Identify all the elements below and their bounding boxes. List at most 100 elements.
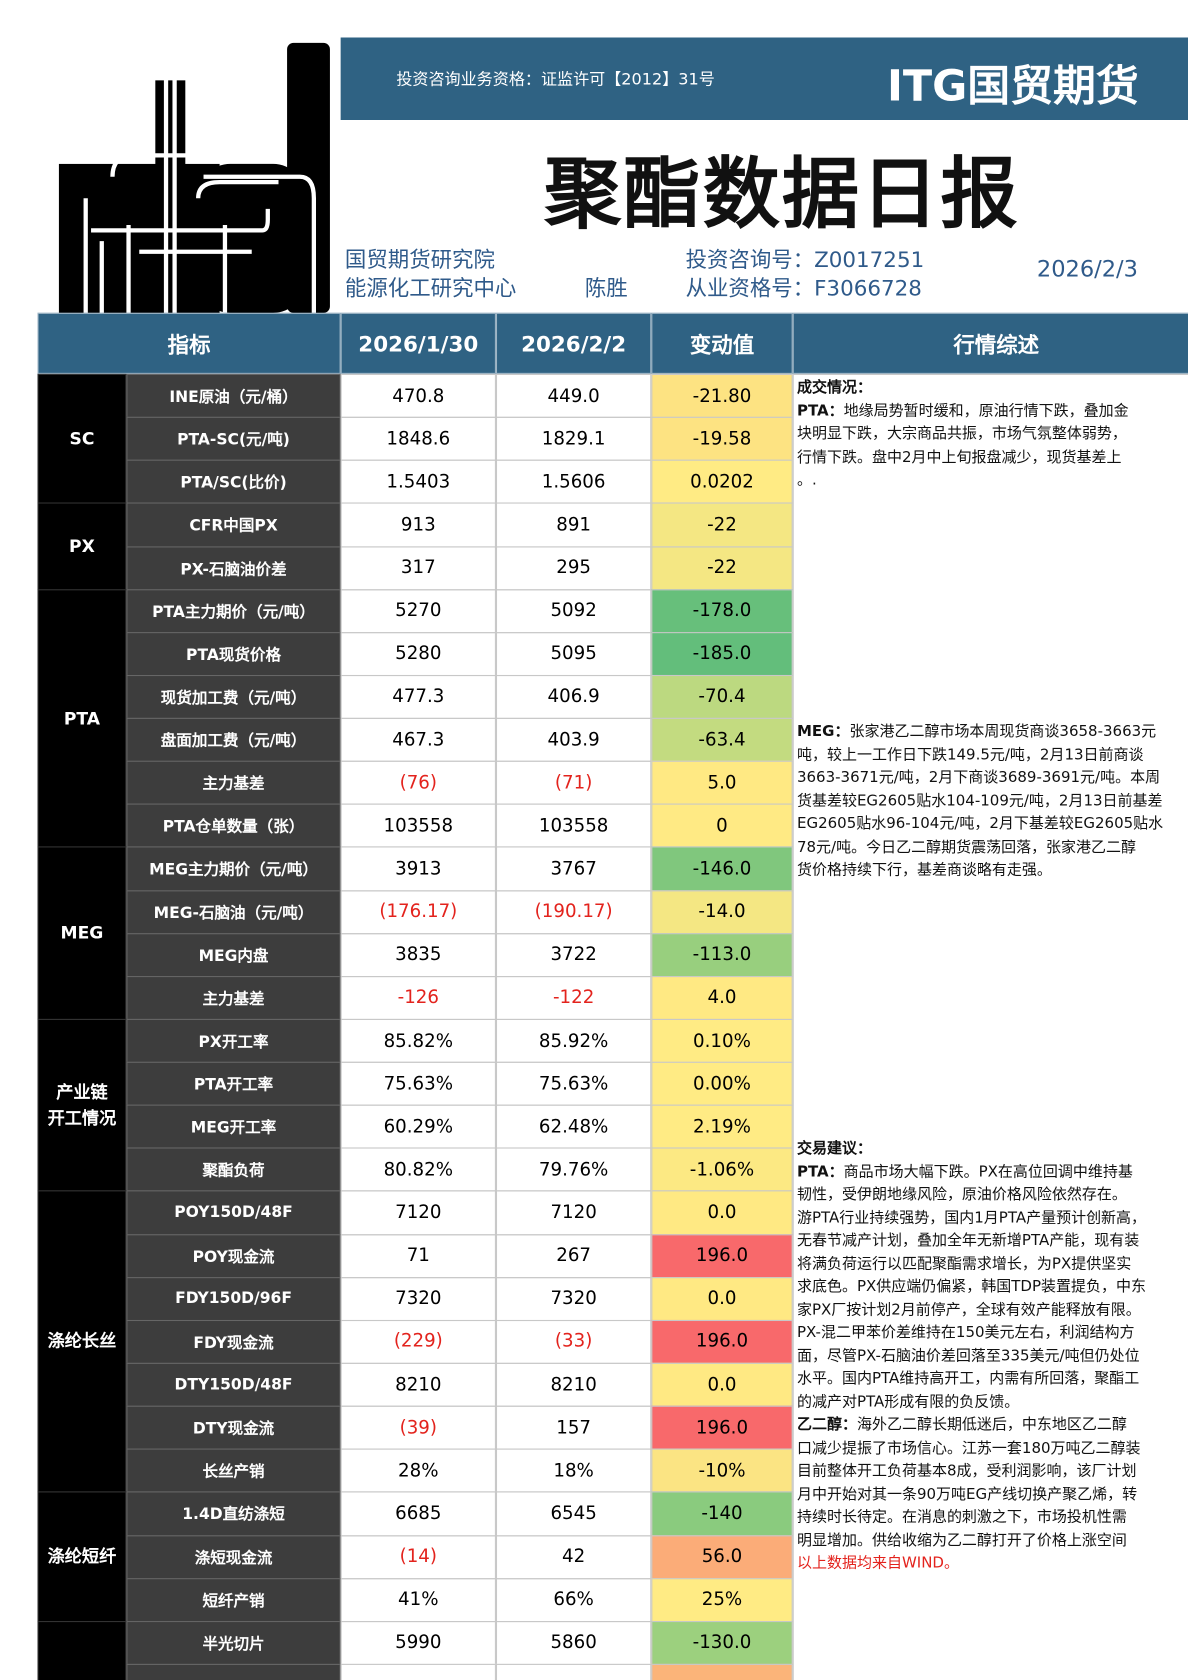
change-value: 0.10% bbox=[651, 1018, 793, 1063]
commentary-text: 海外乙二醇长期低迷后，中东地区乙二醇 bbox=[856, 1416, 1127, 1434]
change-value: -1.06% bbox=[651, 1147, 793, 1192]
value: 75.63% bbox=[495, 1061, 652, 1106]
indicator-cut bbox=[126, 1663, 341, 1680]
commentary-text: 以上数据均来自WIND。 bbox=[796, 1554, 959, 1572]
value: 891 bbox=[495, 502, 652, 547]
commentary-text: 将满负荷运行以匹配聚酯需求增长，为PX提供坚实 bbox=[796, 1255, 1132, 1273]
value: 71 bbox=[340, 1233, 496, 1278]
commentary-text: 吨，较上一工作日下跌149.5元/吨，2月13日前商谈 bbox=[796, 746, 1144, 764]
change-value: -22 bbox=[651, 545, 793, 590]
change-value: -10% bbox=[651, 1448, 793, 1493]
commentary-text: 行情下跌。盘中2月中上旬报盘减少，现货基差上 bbox=[796, 448, 1122, 466]
value: 66% bbox=[495, 1577, 652, 1622]
commentary-text: 块明显下跌，大宗商品共振，市场气氛整体弱势， bbox=[796, 425, 1127, 443]
indicator: PTA仓单数量（张） bbox=[126, 803, 341, 848]
change-value: -130.0 bbox=[651, 1620, 793, 1665]
group-label: 涤纶短纤 bbox=[37, 1491, 127, 1622]
commentary-text: 持续时长待定。在消息的刺激之下，市场投机性需 bbox=[796, 1508, 1127, 1526]
value: 295 bbox=[495, 545, 652, 590]
indicator: DTY现金流 bbox=[126, 1405, 341, 1450]
value: -122 bbox=[495, 975, 652, 1020]
commentary-text: 无春节减产计划，叠加全年无新增PTA产能，现有装 bbox=[796, 1232, 1140, 1250]
license-no: 从业资格号：F3066728 bbox=[685, 275, 922, 302]
commentary-line: 的减产对PTA形成有限的负反馈。 bbox=[797, 1391, 1019, 1414]
value: -126 bbox=[340, 975, 496, 1020]
value: (33) bbox=[495, 1319, 652, 1364]
change-value: -178.0 bbox=[651, 588, 793, 633]
value: 28% bbox=[340, 1448, 496, 1493]
value: 6685 bbox=[340, 1491, 496, 1536]
title: 聚酯数据日报 bbox=[544, 148, 1020, 239]
value: (71) bbox=[495, 760, 652, 805]
value: 1848.6 bbox=[340, 416, 496, 461]
value: 7120 bbox=[340, 1190, 496, 1235]
indicator: MEG内盘 bbox=[126, 932, 341, 977]
value: 267 bbox=[495, 1233, 652, 1278]
indicator: PTA-SC(元/吨) bbox=[126, 416, 341, 461]
commentary-line: 韧性，受伊朗地缘风险，原油价格风险依然存在。 bbox=[797, 1184, 1127, 1207]
commentary-text: 成交情况： bbox=[796, 379, 872, 397]
value: 75.63% bbox=[340, 1061, 496, 1106]
indicator: CFR中国PX bbox=[126, 502, 341, 547]
commentary-line: 78元/吨。今日乙二醇期货震荡回落，张家港乙二醇 bbox=[797, 836, 1136, 859]
commentary-text: PX-混二甲苯价差维持在150美元左右，利润结构方 bbox=[796, 1324, 1135, 1342]
commentary-text: 游PTA行业持续强势，国内1月PTA产量预计创新高， bbox=[796, 1209, 1147, 1227]
value: 7320 bbox=[495, 1276, 652, 1321]
commentary-line: 将满负荷运行以匹配聚酯需求增长，为PX提供坚实 bbox=[797, 1253, 1131, 1276]
group-label: MEG bbox=[37, 846, 127, 1020]
value: 8210 bbox=[340, 1362, 496, 1407]
commentary-text: EG2605贴水96-104元/吨，2月下基差较EG2605贴水 bbox=[796, 815, 1164, 833]
value: 1.5403 bbox=[340, 459, 496, 504]
change-value: -19.58 bbox=[651, 416, 793, 461]
value: 5270 bbox=[340, 588, 496, 633]
commentary-line: 以上数据均来自WIND。 bbox=[797, 1552, 959, 1575]
indicator: MEG主力期价（元/吨） bbox=[126, 846, 341, 891]
column-header: 变动值 bbox=[651, 312, 793, 374]
center: 能源化工研究中心 bbox=[344, 275, 517, 302]
value: (190.17) bbox=[495, 889, 652, 934]
column-header: 2026/2/2 bbox=[495, 312, 652, 374]
commentary-line: PTA：商品市场大幅下跌。PX在高位回调中维持基 bbox=[797, 1161, 1133, 1184]
change-value: -63.4 bbox=[651, 717, 793, 762]
value: 85.82% bbox=[340, 1018, 496, 1063]
commentary-line: 块明显下跌，大宗商品共振，市场气氛整体弱势， bbox=[797, 423, 1127, 446]
value: 3835 bbox=[340, 932, 496, 977]
change-value: 56.0 bbox=[651, 1534, 793, 1579]
value: 3913 bbox=[340, 846, 496, 891]
indicator: 聚酯负荷 bbox=[126, 1147, 341, 1192]
commentary-text: 交易建议： bbox=[796, 1139, 872, 1158]
value: 477.3 bbox=[340, 674, 496, 719]
commentary-line: 家PX厂按计划2月前停产，全球有效产能释放有限。 bbox=[797, 1299, 1141, 1322]
indicator: 现货加工费（元/吨） bbox=[126, 674, 341, 719]
group-label bbox=[37, 1620, 127, 1680]
commentary-line: 乙二醇：海外乙二醇长期低迷后，中东地区乙二醇 bbox=[797, 1414, 1127, 1437]
value: 5092 bbox=[495, 588, 652, 633]
change-value: -140 bbox=[651, 1491, 793, 1536]
commentary-text: 张家港乙二醇市场本周现货商谈3658-3663元 bbox=[849, 723, 1157, 741]
indicator: MEG开工率 bbox=[126, 1104, 341, 1149]
commentary-text: MEG： bbox=[796, 723, 850, 741]
value: 62.48% bbox=[495, 1104, 652, 1149]
commentary-text: 乙二醇： bbox=[796, 1416, 857, 1434]
column-header: 行情综述 bbox=[792, 312, 1188, 374]
value: 5990 bbox=[340, 1620, 496, 1665]
value: 60.29% bbox=[340, 1104, 496, 1149]
indicator: INE原油（元/桶） bbox=[126, 373, 341, 418]
indicator: 涤短现金流 bbox=[126, 1534, 341, 1579]
commentary-line: 。. bbox=[797, 469, 817, 492]
commentary-text: 求底色。PX供应端仍偏紧，韩国TDP装置提负，中东 bbox=[796, 1278, 1146, 1296]
commentary-text: 月中开始对其一条90万吨EG产线切换产聚乙烯，转 bbox=[796, 1485, 1138, 1503]
value: 3722 bbox=[495, 932, 652, 977]
indicator: DTY150D/48F bbox=[126, 1362, 341, 1407]
indicator: 主力基差 bbox=[126, 975, 341, 1020]
value: 5280 bbox=[340, 631, 496, 676]
commentary-line: 水平。国内PTA维持高开工，内需有所回落，聚酯工 bbox=[797, 1368, 1139, 1391]
indicator: 半光切片 bbox=[126, 1620, 341, 1665]
group-label: 产业链 开工情况 bbox=[37, 1018, 127, 1192]
change-value: -21.80 bbox=[651, 373, 793, 418]
group-label: PTA bbox=[37, 588, 127, 848]
value-cut bbox=[651, 1663, 793, 1680]
value: 42 bbox=[495, 1534, 652, 1579]
column-header: 指标 bbox=[37, 312, 341, 374]
